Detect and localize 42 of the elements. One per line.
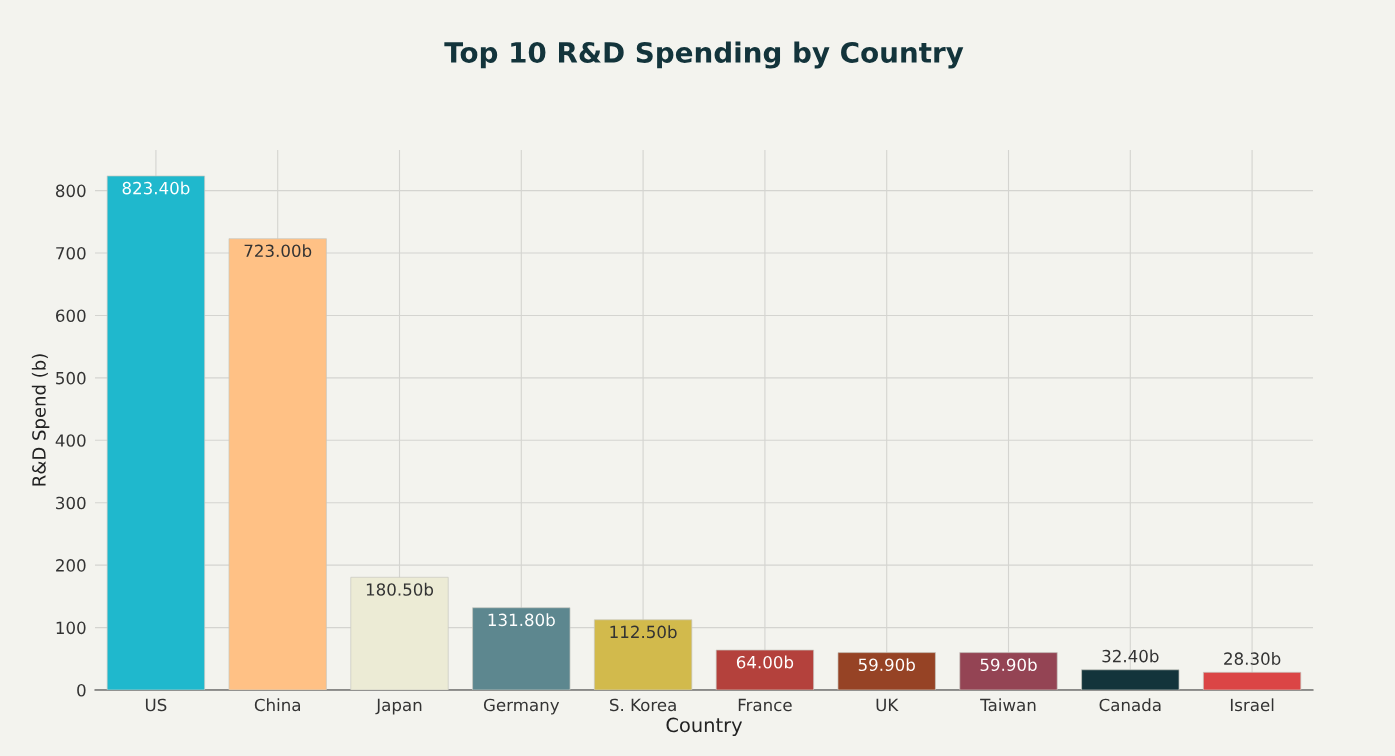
data-label: 180.50b bbox=[366, 582, 434, 596]
y-tick-label: 600 bbox=[56, 309, 86, 322]
y-tick-label: 500 bbox=[56, 371, 86, 385]
x-tick-label: Japan bbox=[375, 698, 422, 715]
bar bbox=[228, 238, 327, 690]
bar bbox=[594, 619, 693, 690]
x-tick-label: France bbox=[738, 698, 792, 712]
y-tick-label: 800 bbox=[55, 184, 86, 198]
data-label: 723.00b bbox=[244, 244, 312, 258]
bar bbox=[959, 652, 1058, 690]
x-tick-label: China bbox=[254, 698, 300, 712]
bar bbox=[1081, 669, 1180, 690]
chart-title: Top 10 R&D Spending by Country bbox=[444, 41, 964, 69]
data-label: 59.90b bbox=[858, 658, 915, 672]
data-label: 112.50b bbox=[610, 625, 677, 639]
bar bbox=[106, 175, 205, 690]
x-tick-label: Germany bbox=[483, 698, 560, 715]
bar bbox=[1203, 671, 1302, 690]
data-label: 28.30b bbox=[1224, 652, 1281, 665]
bar bbox=[472, 607, 571, 690]
x-tick-label: UK bbox=[876, 698, 899, 712]
y-tick-label: 400 bbox=[55, 434, 86, 447]
bar bbox=[837, 652, 936, 690]
x-tick-label: Taiwan bbox=[980, 698, 1036, 712]
x-axis-title: Country bbox=[666, 717, 743, 737]
x-tick-label: Israel bbox=[1230, 698, 1274, 712]
y-axis-title: R&D Spend (b) bbox=[31, 354, 50, 486]
y-tick-label: 300 bbox=[56, 496, 86, 510]
y-tick-label: 200 bbox=[56, 559, 86, 572]
x-tick-label: S. Korea bbox=[609, 698, 676, 712]
bar bbox=[350, 576, 449, 690]
x-tick-label: Canada bbox=[1099, 698, 1161, 712]
data-label: 64.00b bbox=[736, 655, 794, 669]
y-tick-label: 0 bbox=[77, 683, 86, 697]
y-tick-label: 100 bbox=[56, 621, 86, 635]
data-label: 59.90b bbox=[980, 658, 1037, 672]
x-tick-label: US bbox=[145, 698, 167, 712]
data-label: 131.80b bbox=[488, 613, 555, 627]
data-label: 32.40b bbox=[1102, 649, 1159, 663]
bar bbox=[715, 649, 814, 690]
y-tick-label: 700 bbox=[56, 246, 86, 260]
data-label: 823.40b bbox=[122, 181, 190, 195]
